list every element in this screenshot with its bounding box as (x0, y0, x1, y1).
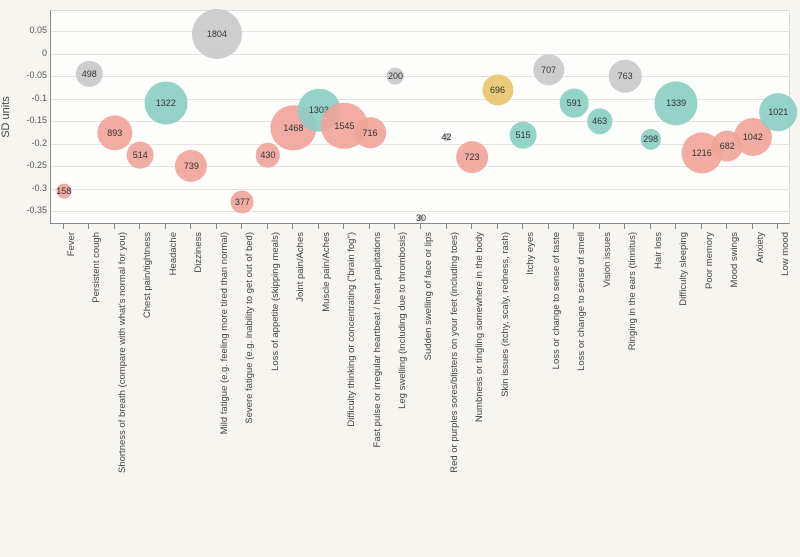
xtick-label: Hair loss (653, 232, 664, 269)
xtick (394, 224, 395, 229)
xtick (752, 224, 753, 229)
xtick-label: Fever (66, 232, 77, 256)
bubble (640, 129, 660, 149)
bubble (127, 142, 154, 169)
ytick-label: -0.2 (31, 138, 47, 148)
xtick-label: Mood swings (729, 232, 740, 287)
ytick-label: -0.3 (31, 183, 47, 193)
ytick-label: -0.25 (26, 160, 47, 170)
xtick-label: Fast pulse or irregular heartbeat / hear… (372, 232, 383, 447)
bubble (97, 115, 132, 150)
xtick (650, 224, 651, 229)
bubble (175, 150, 207, 182)
xtick (88, 224, 89, 229)
bubble (533, 54, 564, 85)
xtick (420, 224, 421, 229)
bubble (560, 89, 589, 118)
xtick (624, 224, 625, 229)
xtick-label: Difficulty thinking or concentrating ("b… (346, 232, 357, 427)
bubble (482, 74, 513, 105)
bubble (144, 82, 187, 125)
gridline (51, 54, 789, 55)
xtick (497, 224, 498, 229)
bubble (76, 61, 102, 87)
xtick-label: Severe fatigue (e.g. inability to get ou… (244, 232, 255, 424)
xtick-label: Loss or change to sense of taste (551, 232, 562, 369)
xtick-label: Skin issues (itchy, scaly, redness, rash… (500, 232, 511, 397)
gridline (51, 144, 789, 145)
xtick-label: Loss of appetite (skipping meals) (270, 232, 281, 371)
bubble (587, 109, 612, 134)
xtick-label: Loss or change to sense of smell (576, 232, 587, 371)
bubble (456, 142, 488, 174)
xtick (446, 224, 447, 229)
bubble (418, 215, 424, 221)
chart-plot-area: 1584988935141322739180437743014681303154… (50, 10, 790, 224)
bubble (231, 191, 254, 214)
ytick-label: 0 (42, 48, 47, 58)
gridline (51, 189, 789, 190)
xtick (471, 224, 472, 229)
xtick (165, 224, 166, 229)
xtick-label: Vision issues (602, 232, 613, 287)
bubble (56, 184, 71, 199)
ytick-label: -0.15 (26, 115, 47, 125)
xtick-label: Chest pain/tightness (142, 232, 153, 318)
xtick-label: Numbness or tingling somewhere in the bo… (474, 232, 485, 422)
xtick (573, 224, 574, 229)
xtick-label: Poor memory (704, 232, 715, 289)
bubble (387, 68, 404, 85)
bubble (256, 143, 280, 167)
xtick-label: Headache (168, 232, 179, 275)
xtick (548, 224, 549, 229)
xtick (701, 224, 702, 229)
xtick-label: Leg swelling (including due to thrombosi… (397, 232, 408, 409)
xtick (675, 224, 676, 229)
gridline (51, 76, 789, 77)
xtick (522, 224, 523, 229)
gridline (51, 31, 789, 32)
xtick (241, 224, 242, 229)
xtick-label: Dizziness (193, 232, 204, 273)
ytick-label: -0.1 (31, 93, 47, 103)
bubble (609, 60, 642, 93)
bubble (192, 8, 242, 58)
xtick-label: Ringing in the ears (tinnitus) (627, 232, 638, 350)
xtick-label: Shortness of breath (compare with what's… (117, 232, 128, 473)
xtick (114, 224, 115, 229)
xtick (599, 224, 600, 229)
bubble (655, 82, 698, 125)
xtick-label: Low mood (780, 232, 791, 276)
xtick (216, 224, 217, 229)
xtick (369, 224, 370, 229)
bubble (443, 133, 451, 141)
xtick (139, 224, 140, 229)
xtick-label: Muscle pain/Aches (321, 232, 332, 312)
ytick-label: -0.05 (26, 70, 47, 80)
xtick (267, 224, 268, 229)
xtick (190, 224, 191, 229)
xtick (726, 224, 727, 229)
xtick (343, 224, 344, 229)
gridline (51, 166, 789, 167)
bubble (510, 122, 537, 149)
xtick-label: Mild fatigue (e.g. feeling more tired th… (219, 232, 230, 434)
xtick-label: Sudden swelling of face or lips (423, 232, 434, 360)
bubble (759, 94, 797, 132)
xtick-label: Anxiety (755, 232, 766, 263)
xtick-label: Persistent cough (91, 232, 102, 303)
xtick (63, 224, 64, 229)
y-axis-title: SD units (0, 96, 12, 138)
xtick (777, 224, 778, 229)
ytick-label: -0.35 (26, 205, 47, 215)
xtick-label: Red or purples sores/blisters on your fe… (449, 232, 460, 473)
bubble (354, 117, 386, 149)
xtick-label: Itchy eyes (525, 232, 536, 275)
xtick (318, 224, 319, 229)
xtick (292, 224, 293, 229)
xtick-label: Difficulty sleeping (678, 232, 689, 306)
ytick-label: 0.05 (29, 25, 47, 35)
xtick-label: Joint pain/Aches (295, 232, 306, 302)
gridline (51, 211, 789, 212)
